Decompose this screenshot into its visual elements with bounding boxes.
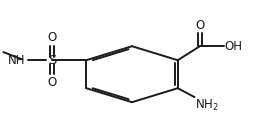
Text: O: O xyxy=(47,76,56,89)
Text: O: O xyxy=(195,19,204,32)
Text: NH$_2$: NH$_2$ xyxy=(195,98,219,113)
Text: NH: NH xyxy=(8,54,26,67)
Text: S: S xyxy=(48,54,56,67)
Text: OH: OH xyxy=(224,40,242,53)
Text: O: O xyxy=(47,31,56,44)
